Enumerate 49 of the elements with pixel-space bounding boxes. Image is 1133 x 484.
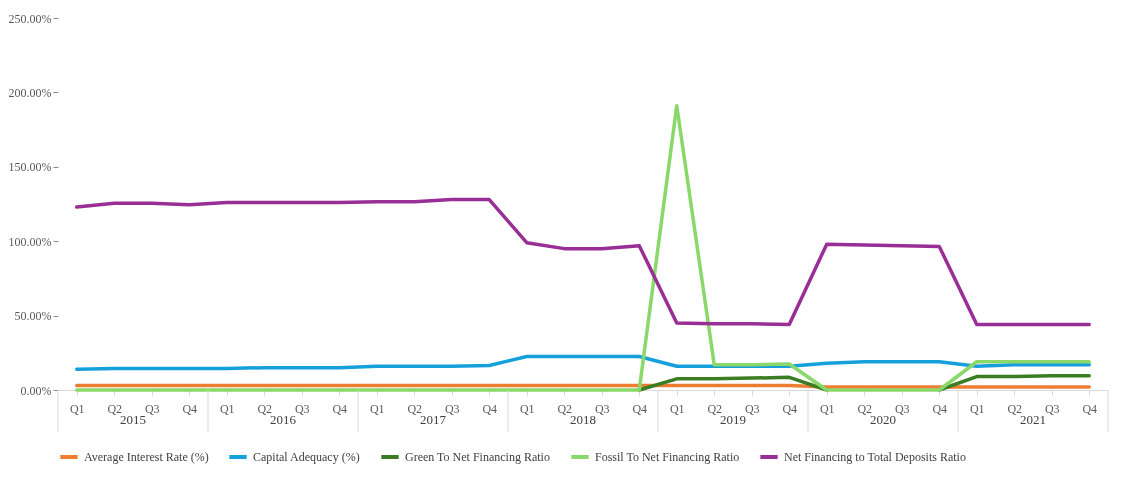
x-tick-label: Q3 bbox=[294, 401, 310, 416]
x-tick-label: Q3 bbox=[744, 401, 760, 416]
text: 2019 bbox=[720, 412, 746, 427]
legend-label: Capital Adequacy (%) bbox=[253, 450, 360, 464]
text: 2018 bbox=[570, 412, 596, 427]
x-tick-label: Q2 bbox=[257, 401, 273, 416]
legend-label: Net Financing to Total Deposits Ratio bbox=[784, 450, 966, 464]
x-tick-label: Q4 bbox=[782, 401, 798, 416]
x-tick-label: Q1 bbox=[669, 401, 685, 416]
y-tick-label: 200.00% bbox=[8, 85, 52, 100]
x-tick-label: Q3 bbox=[144, 401, 160, 416]
y-tick-label: 50.00% bbox=[14, 309, 52, 324]
x-tick-label: Q3 bbox=[594, 401, 610, 416]
legend-label: Fossil To Net Financing Ratio bbox=[595, 450, 740, 464]
x-tick-label: Q2 bbox=[407, 401, 423, 416]
x-tick-label: Q1 bbox=[369, 401, 385, 416]
text: 2015 bbox=[120, 412, 146, 427]
legend-label: Green To Net Financing Ratio bbox=[405, 450, 550, 464]
x-tick-label: Q1 bbox=[69, 401, 85, 416]
line-series bbox=[75, 354, 1091, 371]
line-series bbox=[75, 104, 1091, 392]
x-tick-label: Q1 bbox=[969, 401, 985, 416]
line-series bbox=[75, 197, 1091, 327]
x-tick-label: Q2 bbox=[107, 401, 123, 416]
x-tick-label: Q1 bbox=[519, 401, 535, 416]
x-tick-label: Q4 bbox=[182, 401, 198, 416]
x-tick-label: Q1 bbox=[819, 401, 835, 416]
x-tick-label: Q4 bbox=[1082, 401, 1098, 416]
x-tick-label: Q2 bbox=[707, 401, 723, 416]
x-tick-label: Q2 bbox=[857, 401, 873, 416]
y-tick-label: 0.00% bbox=[20, 383, 52, 398]
x-tick-label: Q2 bbox=[1007, 401, 1023, 416]
x-tick-label: Q3 bbox=[1044, 401, 1060, 416]
legend-label: Average Interest Rate (%) bbox=[84, 450, 209, 464]
x-tick-label: Q4 bbox=[332, 401, 348, 416]
x-tick-label: Q4 bbox=[632, 401, 648, 416]
y-tick-label: 250.00% bbox=[8, 11, 52, 26]
text: 2016 bbox=[270, 412, 297, 427]
y-tick-label: 100.00% bbox=[8, 234, 52, 249]
y-tick-label: 150.00% bbox=[8, 160, 52, 175]
text: 2020 bbox=[870, 412, 896, 427]
text: 2017 bbox=[420, 412, 447, 427]
x-tick-label: Q4 bbox=[482, 401, 498, 416]
x-tick-label: Q3 bbox=[894, 401, 910, 416]
x-tick-label: Q2 bbox=[557, 401, 573, 416]
x-tick-label: Q1 bbox=[219, 401, 235, 416]
x-tick-label: Q4 bbox=[932, 401, 948, 416]
text: 2021 bbox=[1020, 412, 1046, 427]
x-tick-label: Q3 bbox=[444, 401, 460, 416]
